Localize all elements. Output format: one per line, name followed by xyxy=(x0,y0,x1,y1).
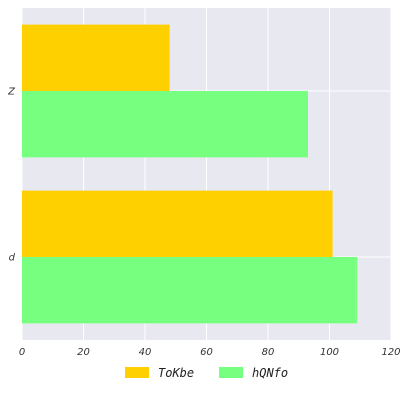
x-tick-label: 120 xyxy=(381,347,400,358)
x-axis-tick-labels: 0 20 40 60 80 100 120 xyxy=(19,347,401,358)
x-tick-label: 80 xyxy=(262,347,275,358)
bar-ToKbe-d xyxy=(22,190,333,257)
bar-hQNfo-d xyxy=(22,257,358,324)
x-tick-label: 100 xyxy=(320,347,339,358)
legend-label: ToKbe xyxy=(158,366,194,380)
legend: ToKbe hQNfo xyxy=(125,366,288,380)
category-labels: Zd xyxy=(7,87,16,264)
legend-swatch xyxy=(219,367,243,378)
category-label: d xyxy=(9,253,16,264)
x-tick-label: 40 xyxy=(139,347,152,358)
category-label: Z xyxy=(7,87,16,98)
bar-hQNfo-Z xyxy=(22,91,308,158)
x-tick-label: 0 xyxy=(19,347,25,358)
x-tick-label: 20 xyxy=(77,347,90,358)
legend-swatch xyxy=(125,367,149,378)
bar-ToKbe-Z xyxy=(22,24,170,92)
legend-label: hQNfo xyxy=(252,366,288,380)
bars xyxy=(22,24,358,324)
x-tick-label: 60 xyxy=(200,347,213,358)
